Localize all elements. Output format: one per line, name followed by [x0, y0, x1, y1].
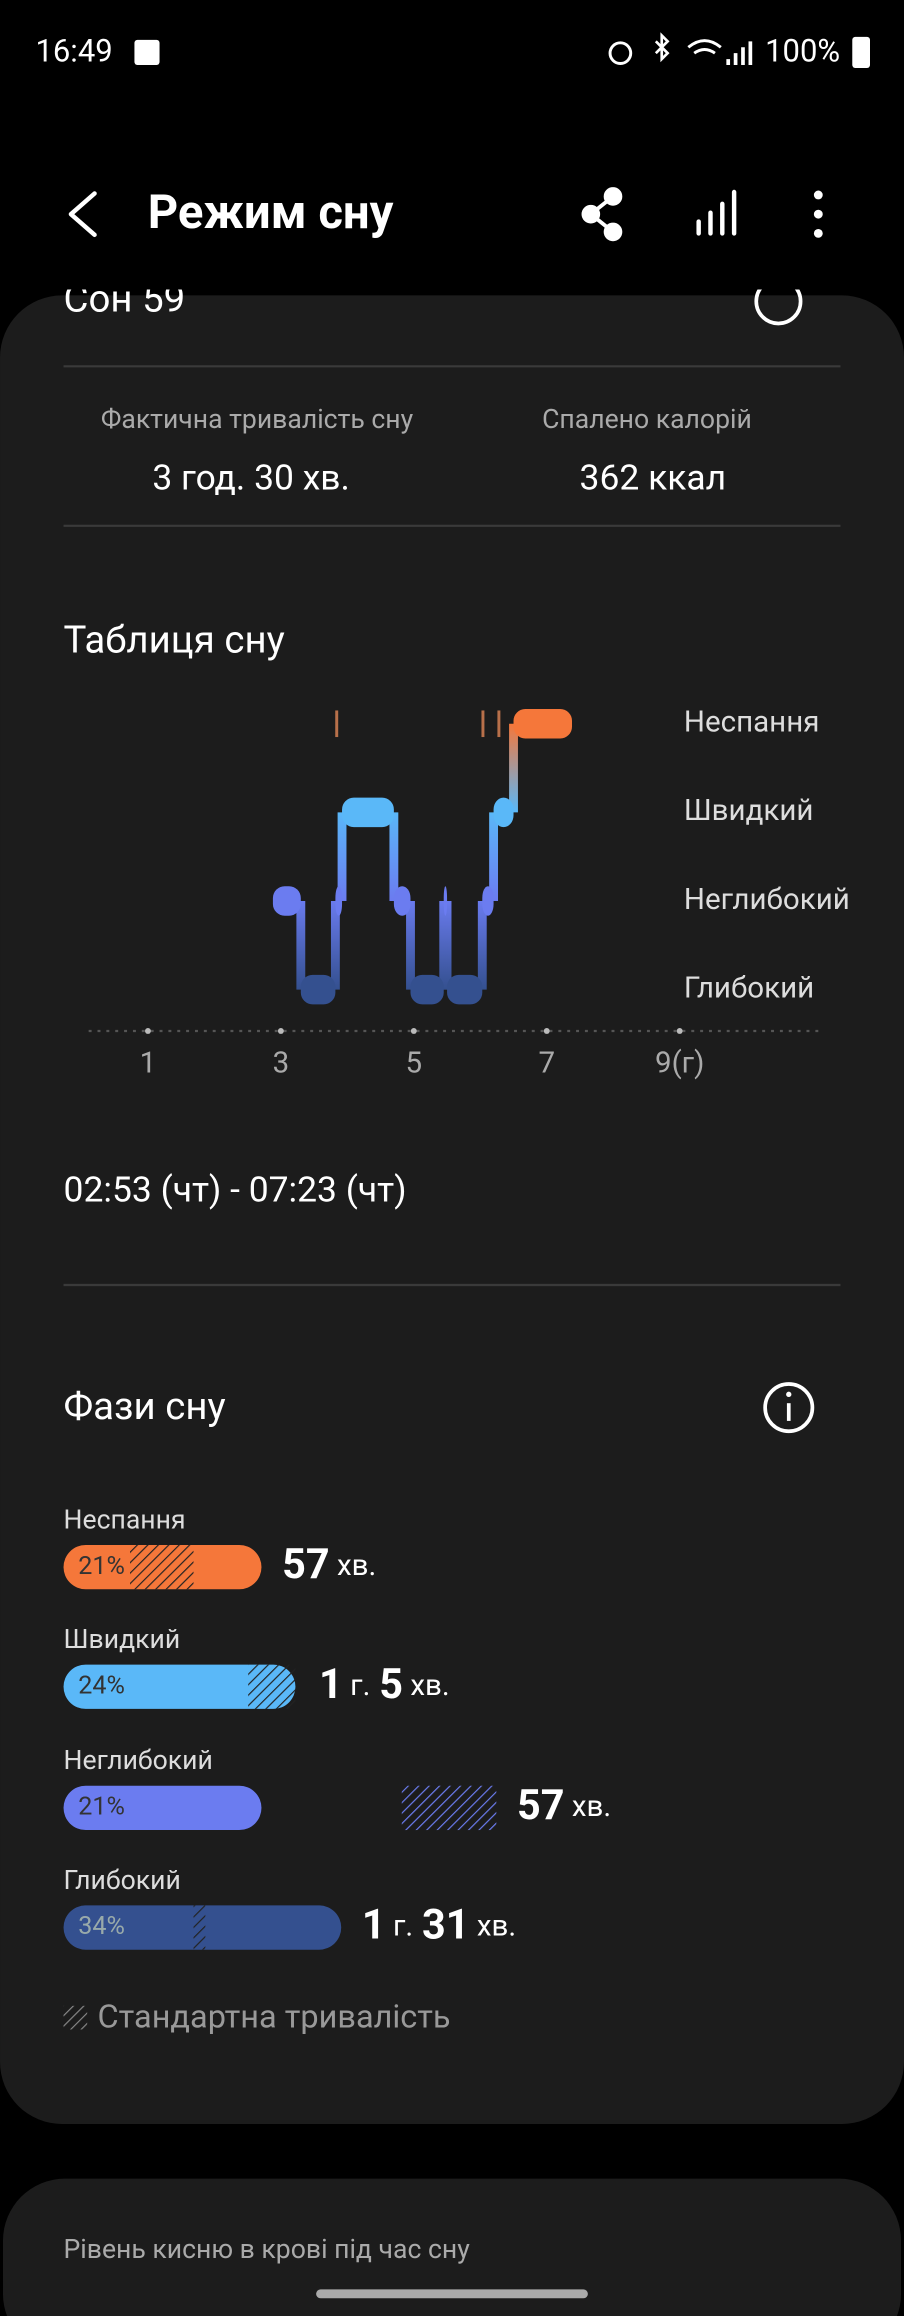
duration-unit: хв. — [477, 1909, 516, 1943]
stage-segment — [410, 974, 444, 1005]
phase-duration: 57 хв. — [517, 1782, 611, 1830]
stage-label: Швидкий — [684, 794, 814, 828]
stage-transition — [442, 900, 452, 990]
duration-number: 31 — [422, 1901, 469, 1949]
stage-transition — [406, 900, 415, 990]
duration-unit: хв. — [572, 1790, 611, 1824]
info-icon[interactable] — [763, 1382, 815, 1434]
duration-unit: хв. — [410, 1669, 449, 1703]
bluetooth-icon — [654, 32, 670, 63]
phase-name: Швидкий — [64, 1624, 181, 1655]
trends-button[interactable] — [696, 189, 737, 236]
tick-mark — [277, 1028, 284, 1034]
stage-transition — [389, 812, 399, 901]
x-tick-label: 3 — [273, 1047, 290, 1081]
duration-unit: хв. — [337, 1549, 376, 1583]
stage-segment — [482, 886, 494, 916]
phase-bar — [63, 1785, 262, 1831]
status-battery: 100% — [765, 32, 840, 69]
stat-label: Фактична тривалість сну — [101, 404, 414, 435]
section-title: Фази сну — [64, 1384, 226, 1429]
nav-handle — [316, 2289, 588, 2299]
stat-label: Спалено калорій — [542, 404, 752, 435]
duration-unit: г. — [393, 1909, 413, 1943]
time-range: 02:53 (чт) - 07:23 (чт) — [64, 1168, 407, 1210]
status-time: 16:49 — [35, 32, 112, 69]
phase-name: Неспання — [64, 1504, 186, 1535]
phase-percent: 21% — [78, 1552, 125, 1581]
stage-segment — [272, 886, 301, 916]
x-tick-label: 5 — [406, 1047, 423, 1081]
stat-value: 3 год. 30 хв. — [152, 456, 350, 498]
stage-segment — [493, 797, 514, 828]
page-title: Режим сну — [148, 184, 394, 240]
alarm-icon — [608, 41, 633, 65]
stage-segment — [443, 886, 448, 916]
stage-segment — [393, 886, 411, 916]
stage-segment — [342, 797, 394, 828]
stage-label: Глибокий — [684, 971, 814, 1005]
legend-label: Стандартна тривалість — [98, 1998, 451, 2036]
standard-range — [248, 1664, 296, 1709]
tick-mark — [410, 1028, 417, 1034]
tick-mark — [543, 1028, 550, 1034]
phase-name: Неглибокий — [64, 1745, 213, 1776]
signal-icon — [726, 41, 753, 65]
duration-number: 57 — [517, 1782, 564, 1830]
standard-range — [401, 1785, 497, 1831]
stage-transition — [337, 812, 347, 901]
phase-duration: 1 г. 5 хв. — [319, 1661, 450, 1709]
share-button[interactable] — [581, 187, 623, 242]
x-tick-label: 7 — [538, 1047, 555, 1081]
standard-range — [130, 1544, 194, 1590]
x-tick-label: 1 — [140, 1047, 157, 1081]
back-button[interactable] — [68, 191, 97, 238]
hypnogram: 1 3 5 7 9(г) Неспання Швидкий Неглибокий Глибоки… — [88, 706, 850, 1081]
battery-icon — [852, 36, 871, 68]
stat-value: 362 ккал — [580, 456, 727, 498]
phase-percent: 24% — [78, 1671, 125, 1700]
stage-segment — [300, 974, 336, 1005]
stage-transition — [296, 900, 306, 990]
stage-transition — [489, 812, 499, 901]
phase-name: Глибокий — [64, 1865, 181, 1896]
phase-duration: 1 г. 31 хв. — [362, 1901, 516, 1949]
duration-number: 57 — [282, 1541, 329, 1589]
stage-transition — [330, 900, 340, 990]
stage-label: Неспання — [684, 706, 820, 740]
duration-unit: г. — [350, 1669, 370, 1703]
stage-transition — [509, 723, 518, 813]
standard-range — [193, 1905, 206, 1950]
more-button[interactable] — [813, 190, 823, 238]
phase-percent: 21% — [78, 1793, 125, 1822]
stage-segment — [447, 974, 483, 1005]
x-tick-label: 9(г) — [655, 1047, 704, 1081]
phase-bar — [63, 1664, 296, 1709]
status-icon — [134, 39, 160, 65]
stage-label: Неглибокий — [684, 883, 850, 917]
tick-mark — [144, 1028, 151, 1034]
phase-percent: 34% — [78, 1912, 125, 1941]
section-title: Таблиця сну — [64, 618, 285, 663]
stage-segment — [513, 708, 573, 739]
wifi-icon — [687, 39, 722, 55]
tick-mark — [676, 1028, 683, 1034]
phase-duration: 57 хв. — [282, 1541, 376, 1589]
oxygen-card[interactable] — [2, 2178, 902, 2316]
stage-transition — [477, 900, 487, 990]
legend-swatch — [63, 2005, 88, 2030]
duration-number: 1 — [362, 1901, 386, 1949]
card-title: Рівень кисню в крові під час сну — [64, 2234, 471, 2265]
duration-number: 5 — [379, 1661, 403, 1709]
stage-segment — [335, 886, 343, 916]
duration-number: 1 — [319, 1661, 343, 1709]
